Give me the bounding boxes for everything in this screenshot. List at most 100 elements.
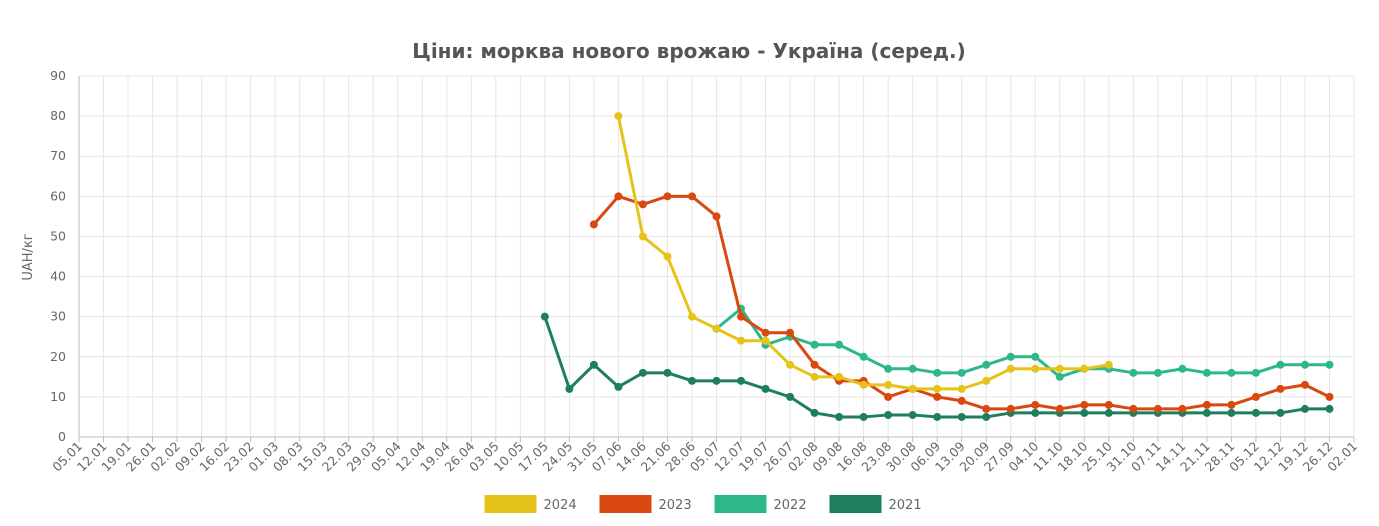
data-point[interactable]	[1178, 404, 1187, 413]
data-point[interactable]	[1104, 408, 1113, 417]
data-point[interactable]	[737, 376, 746, 385]
data-point[interactable]	[1300, 404, 1309, 413]
data-point[interactable]	[1055, 404, 1064, 413]
data-point[interactable]	[859, 412, 868, 421]
data-point[interactable]	[1276, 408, 1285, 417]
data-point[interactable]	[687, 312, 696, 321]
data-point[interactable]	[933, 384, 942, 393]
data-point[interactable]	[982, 376, 991, 385]
data-point[interactable]	[835, 412, 844, 421]
data-point[interactable]	[540, 312, 549, 321]
data-point[interactable]	[786, 392, 795, 401]
data-point[interactable]	[712, 212, 721, 221]
data-point[interactable]	[1080, 400, 1089, 409]
data-point[interactable]	[1031, 400, 1040, 409]
data-point[interactable]	[982, 404, 991, 413]
data-point[interactable]	[884, 410, 893, 419]
data-point[interactable]	[1202, 408, 1211, 417]
data-point[interactable]	[663, 192, 672, 201]
data-point[interactable]	[1153, 404, 1162, 413]
data-point[interactable]	[1006, 352, 1015, 361]
data-point[interactable]	[859, 380, 868, 389]
data-point[interactable]	[908, 384, 917, 393]
data-point[interactable]	[1227, 400, 1236, 409]
data-point[interactable]	[638, 200, 647, 209]
legend-item-2023[interactable]: 2023	[599, 495, 692, 513]
data-point[interactable]	[1300, 380, 1309, 389]
data-point[interactable]	[1031, 352, 1040, 361]
data-point[interactable]	[835, 372, 844, 381]
legend-item-2024[interactable]: 2024	[484, 495, 577, 513]
data-point[interactable]	[810, 372, 819, 381]
data-point[interactable]	[737, 312, 746, 321]
data-point[interactable]	[1325, 360, 1334, 369]
data-point[interactable]	[1104, 400, 1113, 409]
data-point[interactable]	[1006, 364, 1015, 373]
data-point[interactable]	[663, 252, 672, 261]
data-point[interactable]	[614, 382, 623, 391]
data-point[interactable]	[614, 112, 623, 121]
data-point[interactable]	[1227, 408, 1236, 417]
data-point[interactable]	[1031, 408, 1040, 417]
data-point[interactable]	[1251, 408, 1260, 417]
data-point[interactable]	[1153, 368, 1162, 377]
data-point[interactable]	[687, 376, 696, 385]
data-point[interactable]	[982, 412, 991, 421]
data-point[interactable]	[786, 360, 795, 369]
data-point[interactable]	[1202, 400, 1211, 409]
data-point[interactable]	[712, 324, 721, 333]
data-point[interactable]	[687, 192, 696, 201]
data-point[interactable]	[1055, 364, 1064, 373]
data-point[interactable]	[1129, 404, 1138, 413]
data-point[interactable]	[638, 368, 647, 377]
data-point[interactable]	[1276, 360, 1285, 369]
data-point[interactable]	[859, 352, 868, 361]
data-point[interactable]	[982, 360, 991, 369]
data-point[interactable]	[1227, 368, 1236, 377]
data-point[interactable]	[565, 384, 574, 393]
data-point[interactable]	[1031, 364, 1040, 373]
data-point[interactable]	[1129, 368, 1138, 377]
data-point[interactable]	[786, 328, 795, 337]
data-point[interactable]	[933, 412, 942, 421]
data-point[interactable]	[810, 360, 819, 369]
data-point[interactable]	[614, 192, 623, 201]
data-point[interactable]	[1300, 360, 1309, 369]
data-point[interactable]	[884, 364, 893, 373]
data-point[interactable]	[589, 220, 598, 229]
data-point[interactable]	[1276, 384, 1285, 393]
data-point[interactable]	[1178, 364, 1187, 373]
data-point[interactable]	[589, 360, 598, 369]
data-point[interactable]	[957, 396, 966, 405]
data-point[interactable]	[957, 384, 966, 393]
data-point[interactable]	[957, 368, 966, 377]
data-point[interactable]	[1202, 368, 1211, 377]
data-point[interactable]	[810, 340, 819, 349]
data-point[interactable]	[1251, 392, 1260, 401]
data-point[interactable]	[957, 412, 966, 421]
legend-item-2022[interactable]: 2022	[714, 495, 807, 513]
data-point[interactable]	[884, 380, 893, 389]
data-point[interactable]	[835, 340, 844, 349]
data-point[interactable]	[1080, 364, 1089, 373]
data-point[interactable]	[933, 392, 942, 401]
data-point[interactable]	[737, 336, 746, 345]
data-point[interactable]	[908, 364, 917, 373]
data-point[interactable]	[1325, 392, 1334, 401]
data-point[interactable]	[908, 410, 917, 419]
legend-item-2021[interactable]: 2021	[829, 495, 922, 513]
data-point[interactable]	[1104, 360, 1113, 369]
data-point[interactable]	[810, 408, 819, 417]
data-point[interactable]	[1055, 372, 1064, 381]
data-point[interactable]	[1251, 368, 1260, 377]
data-point[interactable]	[884, 392, 893, 401]
data-point[interactable]	[1006, 404, 1015, 413]
data-point[interactable]	[761, 384, 770, 393]
legend[interactable]: 2024 2023 2022 2021	[484, 495, 922, 513]
data-point[interactable]	[663, 368, 672, 377]
data-point[interactable]	[761, 336, 770, 345]
data-point[interactable]	[1080, 408, 1089, 417]
data-point[interactable]	[638, 232, 647, 241]
data-point[interactable]	[712, 376, 721, 385]
data-point[interactable]	[761, 328, 770, 337]
